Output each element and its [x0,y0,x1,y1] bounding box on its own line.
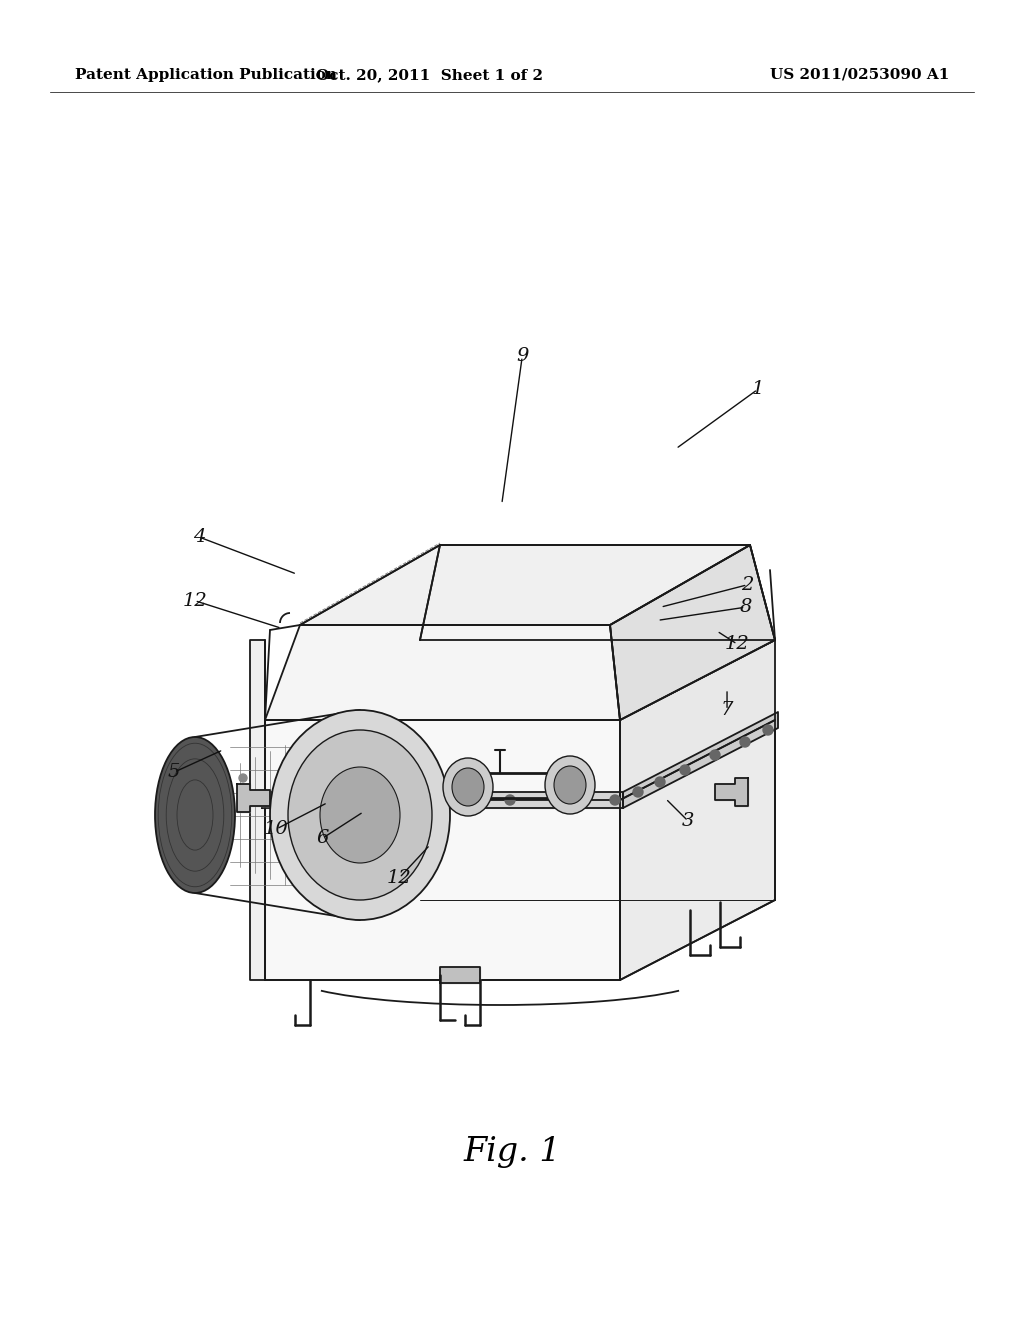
Text: 10: 10 [264,820,289,838]
Polygon shape [300,545,750,624]
Circle shape [655,777,665,787]
Text: 1: 1 [752,380,764,399]
Text: Oct. 20, 2011  Sheet 1 of 2: Oct. 20, 2011 Sheet 1 of 2 [316,69,544,82]
Ellipse shape [452,768,484,807]
Text: 9: 9 [516,347,528,366]
Circle shape [340,795,350,805]
Circle shape [633,787,643,797]
Text: 3: 3 [682,812,694,830]
Ellipse shape [545,756,595,814]
Polygon shape [265,719,620,800]
Polygon shape [265,640,775,719]
Circle shape [395,795,406,805]
Polygon shape [250,640,265,979]
Circle shape [450,795,460,805]
Ellipse shape [270,710,450,920]
Circle shape [740,737,750,747]
Ellipse shape [319,767,400,863]
Polygon shape [715,777,748,807]
Text: 5: 5 [168,763,180,781]
Circle shape [565,795,575,805]
Polygon shape [620,719,775,979]
Polygon shape [237,784,270,812]
Circle shape [680,766,690,775]
Ellipse shape [155,737,234,894]
Circle shape [505,795,515,805]
Text: 7: 7 [721,701,733,719]
Ellipse shape [288,730,432,900]
Text: US 2011/0253090 A1: US 2011/0253090 A1 [770,69,949,82]
Ellipse shape [554,766,586,804]
Text: 12: 12 [182,591,207,610]
Circle shape [295,795,305,805]
Polygon shape [623,711,778,808]
Polygon shape [265,624,620,719]
Circle shape [763,725,773,735]
Polygon shape [265,800,620,979]
Text: 2: 2 [741,576,754,594]
Text: 4: 4 [194,528,206,546]
Circle shape [239,774,247,781]
Text: Patent Application Publication: Patent Application Publication [75,69,337,82]
Polygon shape [262,792,623,808]
Text: Fig. 1: Fig. 1 [463,1137,561,1168]
Polygon shape [620,640,775,800]
Circle shape [610,795,620,805]
Polygon shape [440,968,480,983]
Text: 12: 12 [725,635,750,653]
Text: 6: 6 [316,829,329,847]
Ellipse shape [443,758,493,816]
Polygon shape [610,545,775,719]
Text: 12: 12 [387,869,412,887]
Circle shape [710,750,720,760]
Text: 8: 8 [739,598,752,616]
